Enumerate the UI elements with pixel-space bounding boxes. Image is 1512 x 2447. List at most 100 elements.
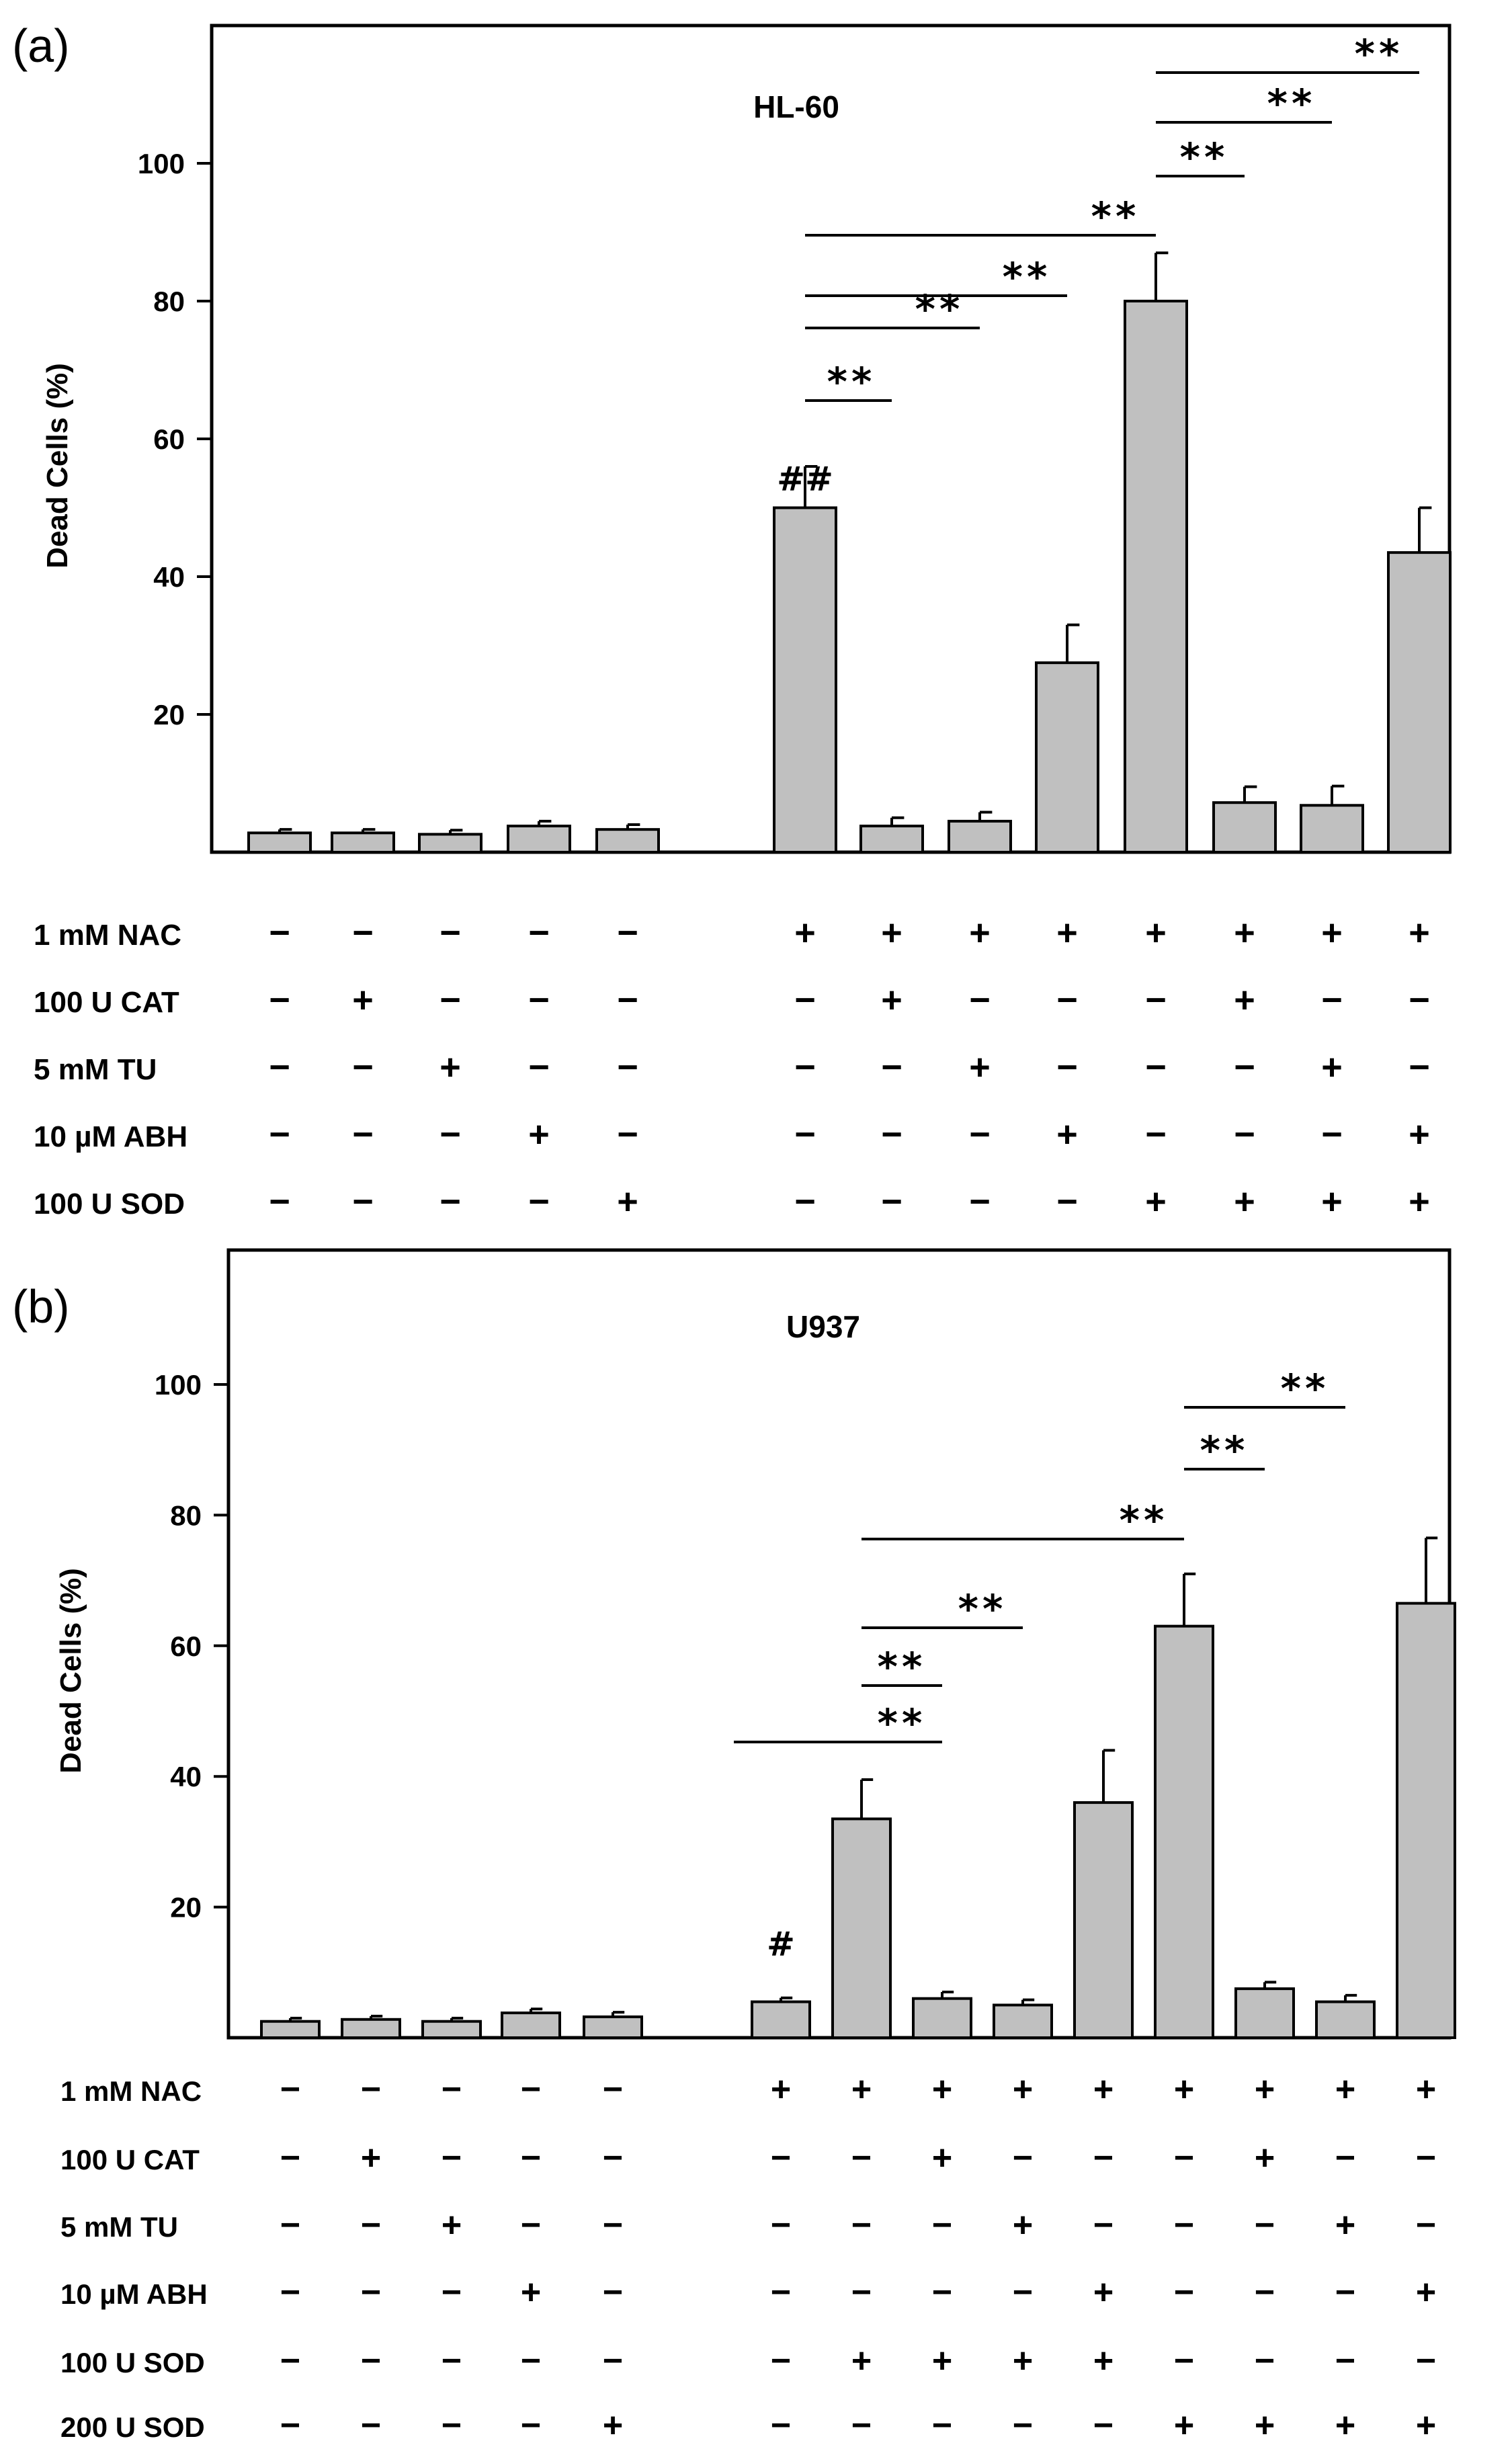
treatment-label: 100 U SOD: [34, 1188, 185, 1220]
treatment-sign: −: [442, 2341, 462, 2380]
treatment-sign: −: [794, 1047, 816, 1087]
treatment-label: 1 mM NAC: [34, 919, 181, 952]
treatment-sign: −: [442, 2070, 462, 2109]
treatment-sign: −: [1145, 980, 1167, 1020]
treatment-sign: +: [1093, 2070, 1114, 2109]
treatment-sign: −: [352, 1047, 374, 1087]
treatment-sign: +: [1416, 2273, 1436, 2312]
treatment-sign: −: [361, 2341, 381, 2380]
treatment-sign: −: [1335, 2273, 1355, 2312]
treatment-sign: −: [1174, 2273, 1194, 2312]
treatment-sign: −: [439, 980, 461, 1020]
treatment-sign: −: [851, 2206, 872, 2245]
treatment-sign: +: [1093, 2273, 1114, 2312]
significance-label: **: [878, 1700, 927, 1746]
treatment-sign: −: [1335, 2341, 1355, 2380]
treatment-sign: +: [1013, 2070, 1033, 2109]
treatment-sign: −: [851, 2139, 872, 2178]
bar: [1073, 1801, 1134, 2040]
y-axis-label: Dead Cells (%): [41, 363, 74, 569]
treatment-label: 100 U CAT: [34, 986, 179, 1019]
treatment-sign: −: [1255, 2273, 1275, 2312]
treatment-sign: +: [442, 2206, 462, 2245]
bar: [1234, 1987, 1295, 2040]
treatment-sign: +: [361, 2139, 381, 2178]
treatment-sign: +: [603, 2406, 623, 2445]
treatment-sign: +: [969, 1047, 991, 1087]
treatment-sign: −: [269, 980, 290, 1020]
treatment-sign: −: [280, 2406, 300, 2445]
treatment-sign: −: [269, 1181, 290, 1222]
treatment-sign: −: [528, 980, 550, 1020]
y-tick-label: 60: [170, 1630, 202, 1662]
treatment-sign: −: [521, 2406, 541, 2445]
treatment-sign: −: [932, 2273, 952, 2312]
treatment-sign: −: [1013, 2406, 1033, 2445]
treatment-sign: +: [1335, 2070, 1355, 2109]
treatment-label: 5 mM TU: [60, 2211, 178, 2243]
treatment-sign: +: [969, 913, 991, 953]
treatment-sign: −: [1174, 2206, 1194, 2245]
treatment-sign: +: [1321, 1047, 1343, 1087]
y-tick-label: 20: [170, 1892, 202, 1923]
bar: [418, 833, 482, 854]
panel-label: (a): [12, 19, 70, 72]
treatment-label: 1 mM NAC: [60, 2075, 202, 2107]
bar: [247, 831, 312, 854]
bar: [1212, 801, 1277, 854]
treatment-sign: −: [1056, 980, 1078, 1020]
bar: [1396, 1602, 1456, 2040]
treatment-sign: −: [603, 2206, 623, 2245]
treatment-sign: −: [1321, 980, 1343, 1020]
treatment-sign: +: [1409, 913, 1430, 953]
treatment-sign: +: [1416, 2406, 1436, 2445]
bar: [948, 819, 1012, 854]
treatment-sign: +: [1093, 2341, 1114, 2380]
treatment-sign: −: [617, 1047, 638, 1087]
treatment-sign: −: [1174, 2341, 1194, 2380]
treatment-sign: +: [1255, 2406, 1275, 2445]
treatment-sign: +: [794, 913, 816, 953]
treatment-sign: +: [617, 1181, 638, 1222]
treatment-sign: −: [528, 913, 550, 953]
treatment-sign: −: [521, 2139, 541, 2178]
treatment-sign: −: [280, 2206, 300, 2245]
y-tick-label: 20: [153, 699, 185, 731]
treatment-sign: +: [1409, 1114, 1430, 1155]
treatment-sign: −: [280, 2273, 300, 2312]
significance-label: **: [878, 1644, 927, 1690]
treatment-sign: +: [1174, 2070, 1194, 2109]
treatment-sign: −: [361, 2273, 381, 2312]
panel-label: (b): [12, 1280, 70, 1333]
treatment-sign: +: [1409, 1181, 1430, 1222]
treatment-sign: +: [521, 2273, 541, 2312]
bar: [501, 2011, 561, 2039]
treatment-sign: −: [521, 2070, 541, 2109]
treatment-sign: −: [617, 913, 638, 953]
treatment-sign: −: [269, 1047, 290, 1087]
treatment-sign: +: [771, 2070, 791, 2109]
treatment-sign: +: [1056, 1114, 1078, 1155]
treatment-sign: −: [1409, 980, 1430, 1020]
significance-label: **: [1267, 81, 1316, 126]
treatment-sign: −: [603, 2070, 623, 2109]
treatment-sign: −: [1416, 2341, 1436, 2380]
treatment-sign: +: [1321, 913, 1343, 953]
treatment-sign: −: [361, 2206, 381, 2245]
treatment-sign: −: [439, 1181, 461, 1222]
bar: [1387, 551, 1452, 854]
treatment-sign: −: [771, 2206, 791, 2245]
treatment-sign: +: [932, 2341, 952, 2380]
treatment-sign: +: [352, 980, 374, 1020]
treatment-label: 100 U SOD: [60, 2347, 205, 2378]
treatment-sign: −: [280, 2139, 300, 2178]
treatment-label: 10 µM ABH: [34, 1120, 187, 1153]
treatment-sign: −: [851, 2406, 872, 2445]
treatment-sign: +: [851, 2070, 872, 2109]
treatment-sign: +: [932, 2139, 952, 2178]
treatment-sign: +: [1416, 2070, 1436, 2109]
treatment-sign: −: [603, 2341, 623, 2380]
treatment-sign: −: [794, 1114, 816, 1155]
treatment-sign: −: [521, 2206, 541, 2245]
treatment-sign: −: [603, 2139, 623, 2178]
